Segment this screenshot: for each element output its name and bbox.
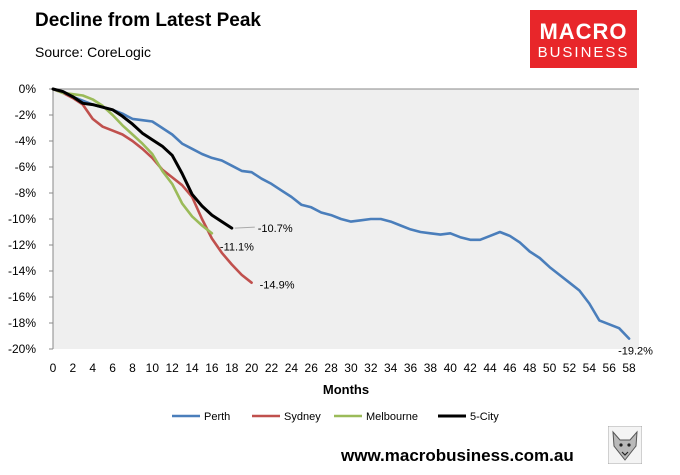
label-leader-line (234, 226, 255, 229)
logo-line-2: BUSINESS (537, 44, 630, 61)
y-tick-label: -12% (8, 238, 36, 252)
end-label-5-city: -10.7% (258, 223, 293, 235)
y-tick-label: -6% (15, 160, 37, 174)
x-tick-label: 56 (603, 361, 617, 375)
y-tick-label: -10% (8, 212, 36, 226)
y-tick-label: -14% (8, 264, 36, 278)
series-line-sydney (51, 87, 253, 285)
x-tick-label: 30 (344, 361, 358, 375)
fox-mascot-icon (608, 426, 642, 464)
chart-source: Source: CoreLogic (35, 44, 151, 60)
x-tick-label: 36 (404, 361, 418, 375)
x-tick-label: 52 (563, 361, 577, 375)
y-tick-label: -8% (15, 186, 37, 200)
x-tick-label: 26 (305, 361, 319, 375)
legend: Perth Sydney Melbourne 5-City (172, 411, 499, 423)
legend-entry: Sydney (284, 411, 321, 423)
x-tick-label: 38 (424, 361, 438, 375)
x-tick-label: 28 (324, 361, 338, 375)
y-tick-label: -2% (15, 108, 37, 122)
x-tick-label: 0 (50, 361, 57, 375)
x-tick-label: 6 (109, 361, 116, 375)
end-labels: -19.2% -14.9% -11.1% -10.7% (220, 223, 653, 358)
x-tick-label: 22 (265, 361, 279, 375)
series-line-perth (51, 87, 631, 340)
x-tick-label: 10 (146, 361, 160, 375)
x-tick-label: 14 (185, 361, 199, 375)
x-tick-label: 18 (225, 361, 239, 375)
logo-line-1: MACRO (539, 19, 628, 44)
end-label-sydney: -14.9% (260, 280, 295, 292)
legend-entry: Perth (204, 411, 230, 423)
x-tick-label: 2 (70, 361, 77, 375)
x-tick-label: 4 (89, 361, 96, 375)
x-tick-label: 50 (543, 361, 557, 375)
series-lines (51, 87, 631, 340)
x-tick-label: 44 (483, 361, 497, 375)
website-url[interactable]: www.macrobusiness.com.au (341, 446, 574, 465)
x-tick-label: 54 (583, 361, 597, 375)
x-tick-label: 34 (384, 361, 398, 375)
y-tick-label: -16% (8, 290, 36, 304)
legend-entry: 5-City (470, 411, 499, 423)
x-axis: 0 2 4 6 8 10 12 14 16 18 20 22 24 26 28 30 32 34 36 38 40 42 4… (50, 88, 639, 375)
y-axis: 0% -2% -4% -6% -8% -10% -12% -14% -16% -18% -20% (8, 82, 54, 356)
y-tick-label: -4% (15, 134, 37, 148)
end-label-perth: -19.2% (618, 346, 653, 358)
y-tick-label: -18% (8, 316, 36, 330)
y-tick-label: 0% (19, 82, 37, 96)
x-tick-label: 42 (463, 361, 477, 375)
x-tick-label: 32 (364, 361, 378, 375)
x-axis-title: Months (323, 382, 369, 397)
x-tick-label: 8 (129, 361, 136, 375)
x-tick-label: 58 (622, 361, 636, 375)
end-label-melbourne: -11.1% (220, 241, 254, 253)
x-tick-label: 48 (523, 361, 537, 375)
y-tick-label: -20% (8, 342, 36, 356)
x-tick-label: 12 (166, 361, 180, 375)
x-tick-label: 16 (205, 361, 219, 375)
x-tick-label: 20 (245, 361, 259, 375)
series-line-melbourne (51, 87, 214, 235)
x-tick-label: 24 (285, 361, 299, 375)
series-line-5-city (51, 87, 234, 230)
macrobusiness-logo: MACRO BUSINESS (530, 10, 637, 68)
x-tick-label: 46 (503, 361, 517, 375)
chart-title: Decline from Latest Peak (35, 10, 261, 31)
x-tick-label: 40 (444, 361, 458, 375)
legend-entry: Melbourne (366, 411, 418, 423)
